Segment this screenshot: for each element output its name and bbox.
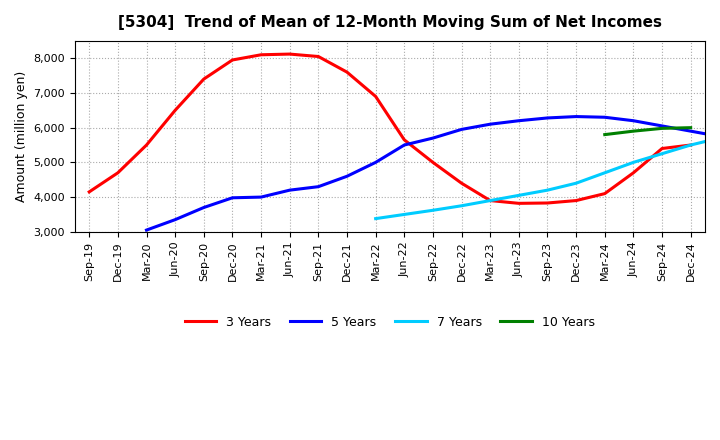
Line: 7 Years: 7 Years [376,128,720,219]
5 Years [285,187,294,193]
Title: [5304]  Trend of Mean of 12-Month Moving Sum of Net Incomes: [5304] Trend of Mean of 12-Month Moving … [118,15,662,30]
5 Years [314,184,323,189]
5 Years [629,118,638,123]
3 Years [486,198,495,203]
Line: 5 Years: 5 Years [146,117,720,230]
7 Years [657,151,666,156]
3 Years [285,51,294,57]
3 Years [629,170,638,176]
3 Years [400,137,408,143]
3 Years [600,191,609,196]
5 Years [572,114,580,119]
5 Years [171,217,179,222]
5 Years [457,127,466,132]
5 Years [400,143,408,148]
3 Years [171,108,179,113]
Legend: 3 Years, 5 Years, 7 Years, 10 Years: 3 Years, 5 Years, 7 Years, 10 Years [180,311,600,334]
7 Years [428,208,437,213]
5 Years [715,134,720,139]
7 Years [543,187,552,193]
7 Years [372,216,380,221]
3 Years [257,52,266,57]
Line: 10 Years: 10 Years [605,128,690,135]
10 Years [629,128,638,134]
7 Years [686,143,695,148]
3 Years [228,57,237,62]
3 Years [543,200,552,205]
5 Years [486,121,495,127]
Y-axis label: Amount (million yen): Amount (million yen) [15,71,28,202]
5 Years [515,118,523,123]
3 Years [114,170,122,176]
3 Years [515,201,523,206]
3 Years [372,94,380,99]
7 Years [515,193,523,198]
Line: 3 Years: 3 Years [89,54,690,203]
7 Years [457,203,466,209]
7 Years [600,170,609,176]
7 Years [572,180,580,186]
3 Years [343,70,351,75]
5 Years [199,205,208,210]
3 Years [657,146,666,151]
5 Years [257,194,266,200]
3 Years [686,143,695,148]
5 Years [686,128,695,134]
5 Years [372,160,380,165]
5 Years [543,115,552,121]
3 Years [85,189,94,194]
3 Years [142,143,150,148]
3 Years [314,54,323,59]
10 Years [686,125,695,130]
3 Years [457,180,466,186]
3 Years [199,77,208,82]
7 Years [629,160,638,165]
7 Years [715,136,720,141]
10 Years [600,132,609,137]
3 Years [572,198,580,203]
7 Years [486,198,495,203]
5 Years [142,227,150,233]
5 Years [228,195,237,201]
5 Years [428,136,437,141]
10 Years [657,126,666,131]
5 Years [343,174,351,179]
5 Years [657,123,666,128]
3 Years [428,160,437,165]
7 Years [400,212,408,217]
5 Years [600,114,609,120]
